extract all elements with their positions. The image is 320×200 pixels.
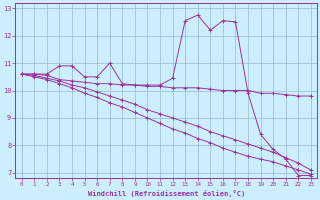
X-axis label: Windchill (Refroidissement éolien,°C): Windchill (Refroidissement éolien,°C) (88, 190, 245, 197)
